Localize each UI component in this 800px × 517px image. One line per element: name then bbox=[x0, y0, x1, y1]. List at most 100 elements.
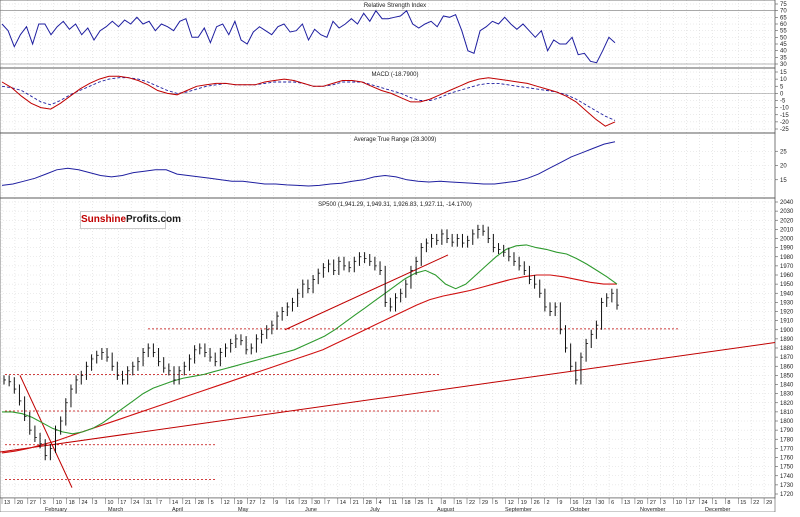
y-tick-label: 75 bbox=[780, 2, 787, 8]
x-tick-label: 24 bbox=[133, 500, 139, 506]
x-tick-label: 24 bbox=[82, 500, 88, 506]
x-tick-label: 21 bbox=[185, 500, 191, 506]
y-tick-label: -5 bbox=[780, 99, 786, 105]
x-tick-label: 11 bbox=[392, 500, 398, 506]
x-tick-label: 18 bbox=[69, 500, 75, 506]
y-tick-label: 15 bbox=[780, 178, 787, 184]
x-tick-label: 27 bbox=[30, 500, 36, 506]
x-tick-label: 14 bbox=[172, 500, 178, 506]
grid-layer bbox=[1, 0, 765, 498]
y-tick-label: 1870 bbox=[780, 355, 794, 361]
panel-title: SP500 (1,941.29, 1,949.31, 1,926.83, 1,9… bbox=[318, 202, 472, 208]
y-tick-label: 1800 bbox=[780, 419, 794, 425]
x-tick-label: 8 bbox=[443, 500, 446, 506]
month-label: September bbox=[505, 507, 532, 512]
x-tick-label: 17 bbox=[120, 500, 126, 506]
x-tick-label: 4 bbox=[379, 500, 382, 506]
x-tick-label: 23 bbox=[301, 500, 307, 506]
brand-part2: Profits.com bbox=[126, 214, 182, 225]
x-tick-label: 15 bbox=[456, 500, 462, 506]
x-tick-label: 7 bbox=[327, 500, 330, 506]
y-tick-label: 1780 bbox=[780, 437, 794, 443]
y-tick-label: 1900 bbox=[780, 328, 794, 334]
y-tick-label: 25 bbox=[780, 149, 787, 155]
y-tick-label: 1850 bbox=[780, 373, 794, 379]
x-tick-label: 14 bbox=[340, 500, 346, 506]
x-tick-label: 19 bbox=[237, 500, 243, 506]
y-tick-label: 1820 bbox=[780, 401, 794, 407]
y-tick-label: 2020 bbox=[780, 218, 794, 224]
x-tick-label: 31 bbox=[146, 500, 152, 506]
y-tick-label: -10 bbox=[780, 106, 789, 112]
y-tick-label: 15 bbox=[780, 70, 787, 76]
x-tick-label: 2 bbox=[547, 500, 550, 506]
x-tick-label: 9 bbox=[559, 500, 562, 506]
x-tick-label: 30 bbox=[314, 500, 320, 506]
x-tick-label: 24 bbox=[702, 500, 708, 506]
x-tick-label: 16 bbox=[288, 500, 294, 506]
x-tick-label: 23 bbox=[585, 500, 591, 506]
ma-red-line bbox=[1, 274, 617, 454]
x-tick-label: 10 bbox=[107, 500, 113, 506]
y-tick-label: 1950 bbox=[780, 282, 794, 288]
long-trendline bbox=[0, 342, 776, 453]
month-label: July bbox=[370, 507, 380, 512]
panel-title: Average True Range (28.3009) bbox=[354, 137, 437, 143]
y-tick-label: 35 bbox=[780, 55, 787, 61]
x-tick-label: 5 bbox=[495, 500, 498, 506]
y-tick-label: 1940 bbox=[780, 291, 794, 297]
panel-title: MACD (-18.7900) bbox=[371, 72, 418, 78]
y-tick-label: 1880 bbox=[780, 346, 794, 352]
month-label: April bbox=[172, 507, 183, 512]
month-label: February bbox=[45, 507, 67, 512]
x-tick-label: 26 bbox=[534, 500, 540, 506]
y-tick-label: 60 bbox=[780, 22, 787, 28]
x-tick-label: 19 bbox=[521, 500, 527, 506]
x-tick-label: 12 bbox=[508, 500, 514, 506]
y-tick-label: 20 bbox=[780, 164, 787, 170]
x-tick-label: 29 bbox=[482, 500, 488, 506]
x-tick-label: 8 bbox=[727, 500, 730, 506]
x-tick-label: 13 bbox=[624, 500, 630, 506]
y-tick-label: 1990 bbox=[780, 246, 794, 252]
y-tick-label: 1770 bbox=[780, 446, 794, 452]
x-tick-label: 2 bbox=[262, 500, 265, 506]
price-bars bbox=[3, 224, 619, 461]
downtrend-line bbox=[19, 375, 73, 488]
y-tick-label: 1720 bbox=[780, 492, 794, 498]
x-tick-label: 1 bbox=[430, 500, 433, 506]
y-tick-label: 2010 bbox=[780, 227, 794, 233]
y-tick-label: 10 bbox=[780, 77, 787, 83]
month-label: November bbox=[640, 507, 666, 512]
x-tick-label: 28 bbox=[198, 500, 204, 506]
y-tick-label: 1790 bbox=[780, 428, 794, 434]
x-tick-label: 20 bbox=[637, 500, 643, 506]
x-tick-label: 22 bbox=[753, 500, 759, 506]
x-tick-label: 25 bbox=[417, 500, 423, 506]
x-tick-label: 30 bbox=[598, 500, 604, 506]
y-tick-label: 1980 bbox=[780, 255, 794, 261]
month-label: August bbox=[437, 507, 455, 512]
panel-title: Relative Strength Index bbox=[364, 3, 426, 9]
y-tick-label: 1760 bbox=[780, 456, 794, 462]
x-tick-label: 18 bbox=[404, 500, 410, 506]
y-tick-label: 50 bbox=[780, 35, 787, 41]
y-tick-label: 1730 bbox=[780, 483, 794, 489]
x-tick-label: 5 bbox=[211, 500, 214, 506]
brand-part1: Sunshine bbox=[81, 214, 127, 225]
y-tick-label: 1810 bbox=[780, 410, 794, 416]
uptrend-channel-line bbox=[284, 254, 449, 331]
y-tick-label: -25 bbox=[780, 127, 789, 133]
rsi-line bbox=[1, 9, 616, 64]
x-tick-label: 12 bbox=[224, 500, 230, 506]
y-tick-label: 1830 bbox=[780, 392, 794, 398]
y-tick-label: 55 bbox=[780, 29, 787, 35]
month-label: March bbox=[108, 507, 123, 512]
y-tick-label: 2030 bbox=[780, 209, 794, 215]
y-tick-label: 1960 bbox=[780, 273, 794, 279]
x-tick-label: 3 bbox=[94, 500, 97, 506]
brand-watermark: SunshineProfits.com bbox=[80, 211, 181, 229]
